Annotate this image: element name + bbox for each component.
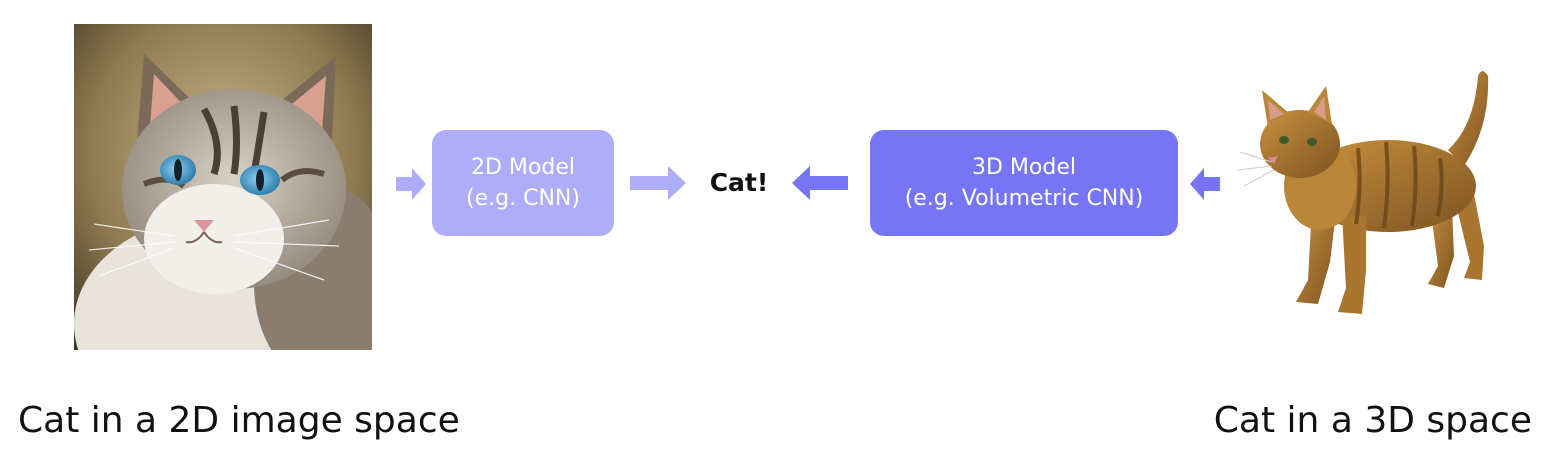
cat-3d-model-image [1238,66,1528,328]
model-2d-example: (e.g. CNN) [466,186,580,211]
arrow-3d-cat-to-3d-model [1190,168,1220,200]
model-3d-example: (e.g. Volumetric CNN) [904,186,1144,211]
result-label: Cat! [709,168,769,197]
arrow-photo-to-2d-model [396,168,426,200]
model-3d-box: 3D Model (e.g. Volumetric CNN) [870,130,1178,236]
model-2d-title: 2D Model [471,155,575,180]
arrow-2d-model-to-result [630,166,686,200]
cat-photo-image [74,24,372,350]
caption-3d-space: Cat in a 3D space [1213,400,1532,441]
model-3d-title: 3D Model [972,155,1076,180]
caption-2d-space: Cat in a 2D image space [18,400,460,441]
arrow-3d-model-to-result [792,166,848,200]
model-2d-box: 2D Model (e.g. CNN) [432,130,614,236]
